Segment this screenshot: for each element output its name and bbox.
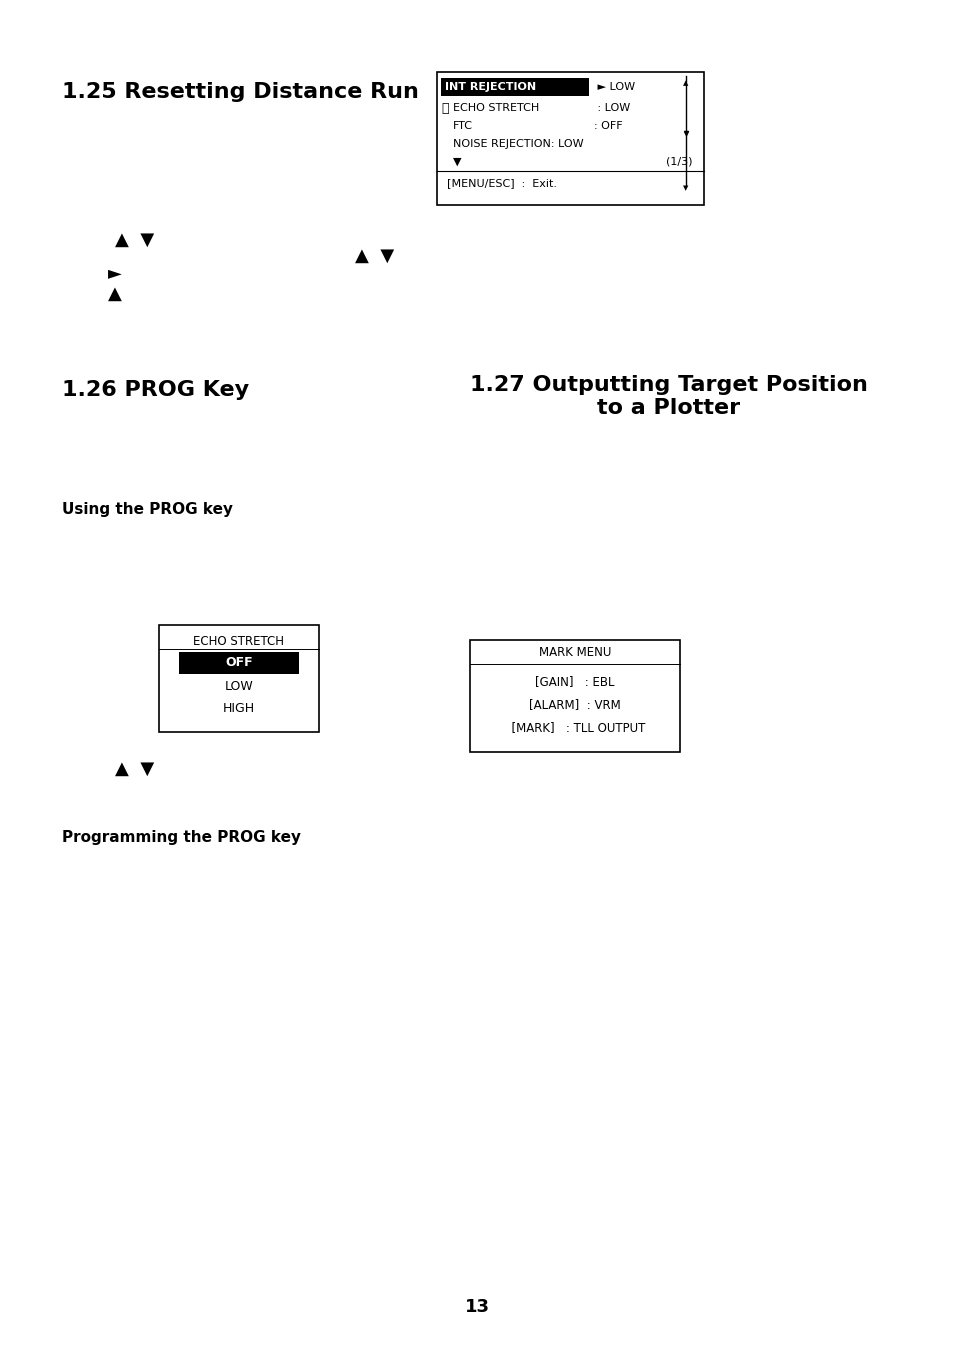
Text: ▲  ▼: ▲ ▼: [115, 231, 154, 249]
Text: ECHO STRETCH: ECHO STRETCH: [193, 635, 284, 648]
Text: FTC: FTC: [453, 122, 473, 131]
Text: [MENU/ESC]  :  Exit.: [MENU/ESC] : Exit.: [447, 178, 557, 188]
Text: OFF: OFF: [225, 657, 253, 670]
Text: ►: ►: [108, 263, 122, 282]
Text: [MARK]   : TLL OUTPUT: [MARK] : TLL OUTPUT: [504, 721, 645, 735]
Text: MARK MENU: MARK MENU: [538, 646, 611, 658]
Text: 1.27 Outputting Target Position
to a Plotter: 1.27 Outputting Target Position to a Plo…: [470, 376, 867, 419]
Text: Using the PROG key: Using the PROG key: [62, 503, 233, 517]
Text: ▲: ▲: [682, 80, 688, 86]
Bar: [440, 78, 588, 96]
Text: ▲  ▼: ▲ ▼: [355, 247, 394, 265]
Text: ► LOW: ► LOW: [594, 82, 635, 92]
Bar: [179, 653, 298, 674]
Text: HIGH: HIGH: [223, 703, 254, 716]
Text: 13: 13: [464, 1298, 489, 1316]
Bar: [159, 626, 318, 732]
Bar: [470, 640, 679, 753]
Text: 1.26 PROG Key: 1.26 PROG Key: [62, 380, 249, 400]
Text: (1/3): (1/3): [665, 157, 692, 168]
Text: 1.25 Resetting Distance Run: 1.25 Resetting Distance Run: [62, 82, 418, 101]
Text: ▼: ▼: [453, 157, 461, 168]
Text: ▼: ▼: [682, 185, 688, 190]
Text: ▲  ▼: ▲ ▼: [115, 761, 154, 778]
Text: ⓟ: ⓟ: [440, 101, 448, 115]
Text: [ALARM]  : VRM: [ALARM] : VRM: [529, 698, 620, 712]
Text: ▲: ▲: [108, 285, 122, 303]
Text: LOW: LOW: [224, 681, 253, 693]
Text: NOISE REJECTION: LOW: NOISE REJECTION: LOW: [453, 139, 583, 149]
Text: Programming the PROG key: Programming the PROG key: [62, 830, 301, 844]
Bar: [436, 72, 703, 205]
Text: ECHO STRETCH: ECHO STRETCH: [453, 103, 538, 113]
Text: [GAIN]   : EBL: [GAIN] : EBL: [535, 676, 614, 689]
Text: INT REJECTION: INT REJECTION: [444, 82, 536, 92]
Text: : OFF: : OFF: [594, 122, 622, 131]
Text: : LOW: : LOW: [594, 103, 630, 113]
